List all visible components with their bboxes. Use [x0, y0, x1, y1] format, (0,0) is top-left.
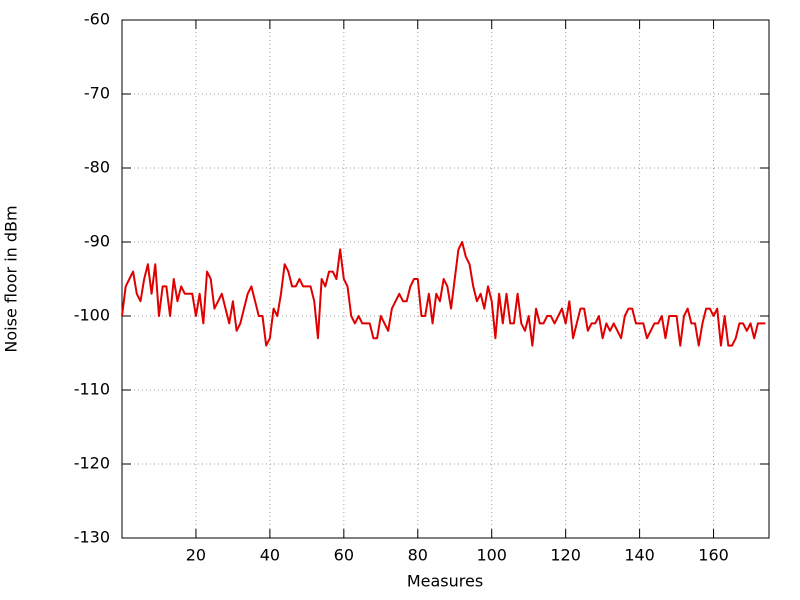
plot-frame: [121, 19, 770, 539]
x-tick-label: 40: [260, 546, 280, 565]
x-tick-label: 80: [408, 546, 428, 565]
y-tick-label: -120: [74, 454, 110, 473]
y-tick-label: -110: [74, 380, 110, 399]
x-tick-label: 20: [186, 546, 206, 565]
y-tick-label: -100: [74, 306, 110, 325]
x-tick-label: 140: [624, 546, 655, 565]
x-tick-label: 60: [334, 546, 354, 565]
y-tick-label: -80: [84, 158, 110, 177]
y-tick-label: -130: [74, 528, 110, 547]
y-tick-label: -70: [84, 84, 110, 103]
x-tick-label: 160: [698, 546, 729, 565]
y-tick-label: -90: [84, 232, 110, 251]
y-tick-label: -60: [84, 10, 110, 29]
x-tick-label: 120: [550, 546, 581, 565]
x-tick-label: 100: [476, 546, 507, 565]
y-axis-label: Noise floor in dBm: [2, 205, 21, 352]
x-axis-label: Measures: [407, 572, 483, 591]
data-line: [121, 241, 766, 347]
